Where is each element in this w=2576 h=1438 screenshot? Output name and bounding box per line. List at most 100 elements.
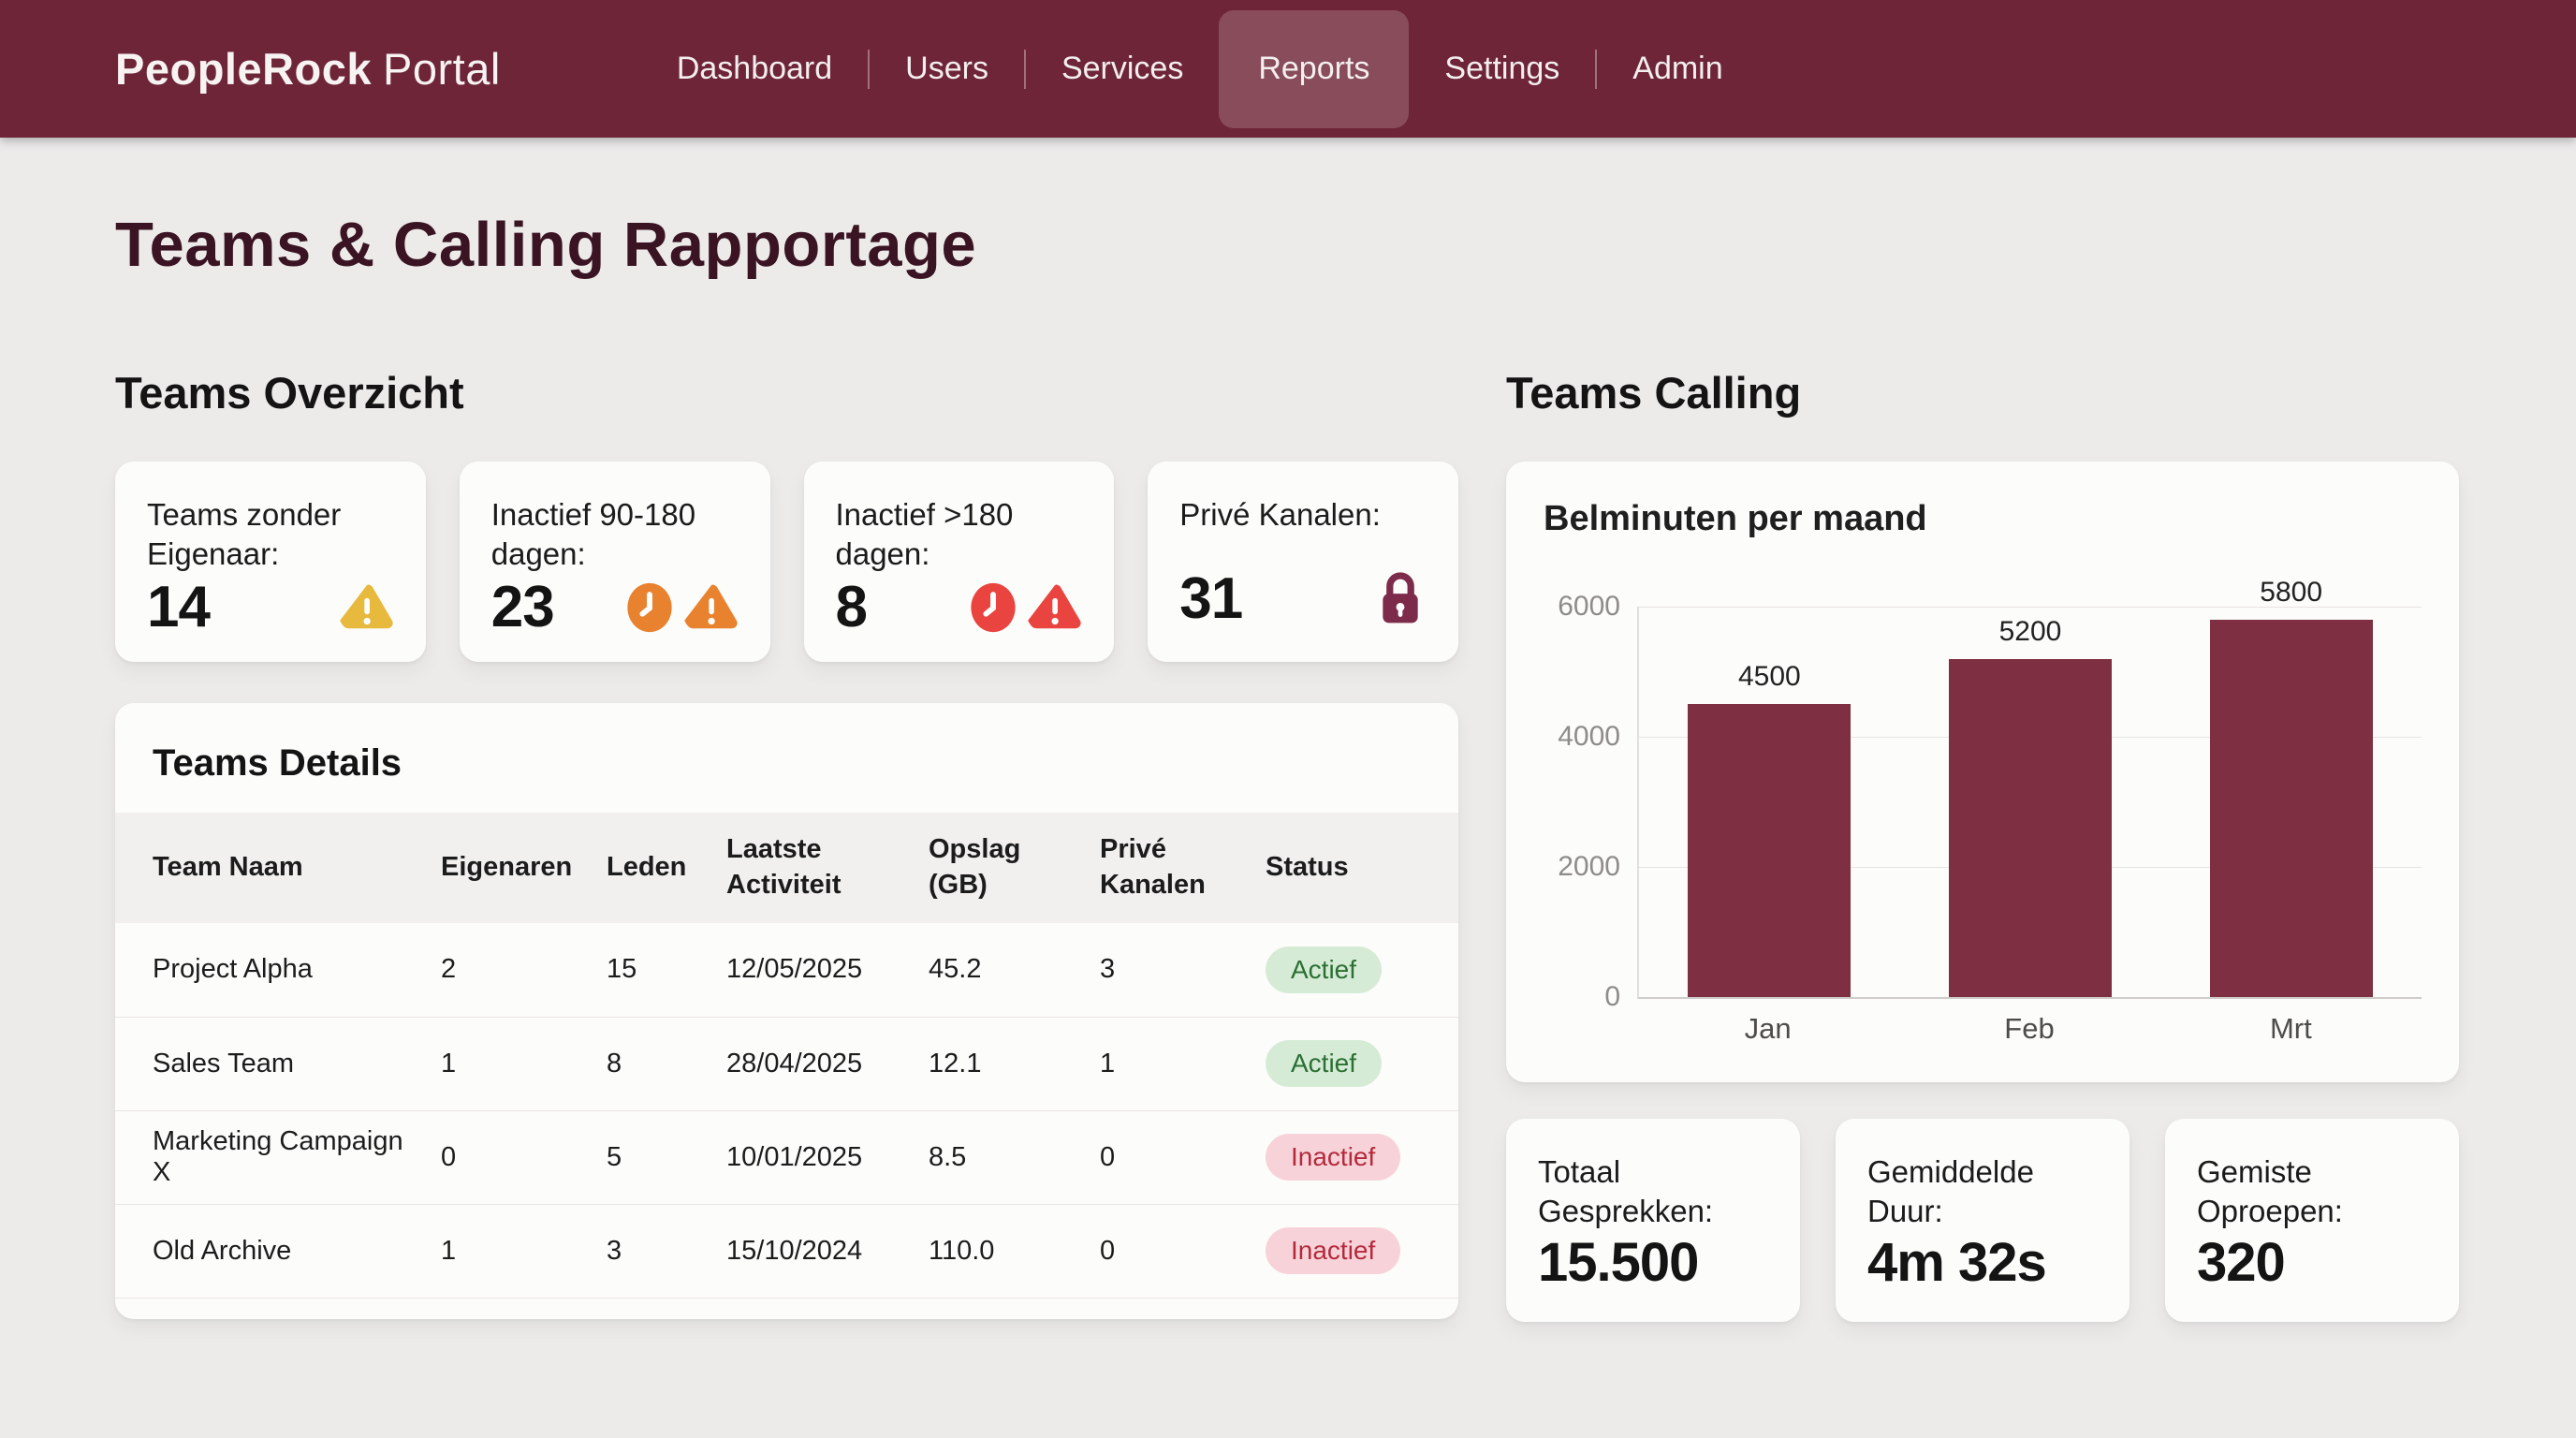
teams-calling-section: Teams Calling Belminuten per maand 6000 … <box>1506 367 2459 1322</box>
teams-details-card: Teams Details Team Naam Eigenaren Leden … <box>115 703 1458 1319</box>
cell-eigenaren: 1 <box>441 1016 607 1110</box>
column-header-prive-kanalen: Privé Kanalen <box>1100 813 1266 923</box>
status-badge: Inactief <box>1266 1227 1401 1274</box>
summary-value: 15.500 <box>1538 1232 1699 1294</box>
warning-triangle-icon <box>683 582 739 633</box>
y-axis-tick: 6000 <box>1558 591 1620 622</box>
nav-item-admin[interactable]: Admin <box>1632 51 1723 86</box>
cell-prive-kanalen: 0 <box>1100 1203 1266 1298</box>
stat-label: Teams zonder Eigenaar: <box>147 497 342 572</box>
x-axis-labels: Jan Feb Mrt <box>1637 999 2422 1046</box>
teams-overview-section: Teams Overzicht Teams zonder Eigenaar: 1… <box>115 367 1458 1319</box>
cell-leden: 8 <box>607 1016 726 1110</box>
cell-opslag-gb: 12.1 <box>929 1016 1100 1110</box>
status-badge: Inactief <box>1266 1134 1401 1181</box>
cell-team-naam: Project Alpha <box>153 954 313 985</box>
stat-card-teams-zonder-eigenaar: Teams zonder Eigenaar: 14 <box>115 462 426 662</box>
cell-leden: 5 <box>607 1109 726 1204</box>
stat-card-inactief-180: Inactief >180 dagen: 8 <box>803 462 1115 662</box>
stat-value: 8 <box>835 575 868 640</box>
belminuten-chart-card: Belminuten per maand 6000 4000 2000 0 45… <box>1506 462 2459 1082</box>
cell-eigenaren: 2 <box>441 954 457 985</box>
cell-laatste-activiteit: 12/05/2025 <box>726 954 863 985</box>
bar-value-label: 5200 <box>1998 615 2062 647</box>
summary-card-totaal-gesprekken: Totaal Gesprekken: 15.500 <box>1506 1119 1800 1322</box>
brand-name: PeopleRock <box>115 44 373 94</box>
status-badge: Actief <box>1266 946 1383 993</box>
column-header-eigenaren: Eigenaren <box>441 813 607 923</box>
bar-mrt: 5800 <box>2209 577 2373 997</box>
teams-details-table: Team Naam Eigenaren Leden Laatste Activi… <box>115 813 1458 1319</box>
table-row: Project Alpha 2 15 12/05/2025 45.2 3 Act… <box>115 923 1458 1017</box>
cell-leden: 3 <box>607 1203 726 1298</box>
nav-item-users[interactable]: Users <box>905 51 988 86</box>
x-axis-label-feb: Feb <box>2004 1012 2055 1045</box>
warning-triangle-icon <box>1028 582 1082 633</box>
cell-eigenaren: 1 <box>441 1203 607 1298</box>
nav-item-settings[interactable]: Settings <box>1444 51 1560 86</box>
bar-value-label: 5800 <box>2260 576 2323 608</box>
teams-details-title: Teams Details <box>153 742 402 784</box>
column-header-status: Status <box>1266 813 1458 923</box>
cell-eigenaren: 0 <box>441 1109 607 1204</box>
summary-value: 4m 32s <box>1867 1232 2047 1294</box>
clock-icon <box>968 580 1018 636</box>
cell-team-naam: Marketing Campaign X <box>115 1109 441 1204</box>
main-nav: Dashboard Users Services Reports Setting… <box>641 0 1759 138</box>
bar-jan: 4500 <box>1688 661 1852 997</box>
cell-leden: 15 <box>607 954 637 985</box>
overview-stat-cards: Teams zonder Eigenaar: 14 Inactief 90-18… <box>115 462 1458 662</box>
summary-label: Totaal Gesprekken: <box>1538 1154 1714 1229</box>
bar-value-label: 4500 <box>1737 661 1801 693</box>
stat-label: Privé Kanalen: <box>1179 497 1381 532</box>
cell-laatste-activiteit: 10/01/2025 <box>726 1109 929 1204</box>
table-row: Sales Team 1 8 28/04/2025 12.1 1 Actief <box>115 1016 1458 1110</box>
status-badge: Actief <box>1266 1040 1383 1087</box>
column-header-leden: Leden <box>607 813 726 923</box>
summary-label: Gemiste Oproepen: <box>2197 1154 2343 1229</box>
warning-triangle-icon <box>339 582 394 633</box>
y-axis-tick: 0 <box>1604 981 1620 1012</box>
summary-label: Gemiddelde Duur: <box>1867 1154 2034 1229</box>
gridline <box>1639 607 2422 608</box>
lock-icon <box>1374 569 1427 629</box>
nav-item-services[interactable]: Services <box>1061 51 1184 86</box>
stat-value: 31 <box>1179 566 1243 631</box>
bar-chart-plot: 6000 4000 2000 0 4500 5200 5800 <box>1558 577 2422 1012</box>
cell-prive-kanalen: 0 <box>1100 1109 1266 1204</box>
column-header-team-naam: Team Naam <box>115 813 441 923</box>
y-axis-tick: 4000 <box>1558 720 1620 752</box>
cell-opslag-gb: 45.2 <box>929 954 982 985</box>
column-header-laatste-activiteit: Laatste Activiteit <box>726 813 929 923</box>
summary-value: 320 <box>2197 1232 2286 1294</box>
x-axis-label-jan: Jan <box>1744 1012 1792 1045</box>
brand-suffix: Portal <box>383 44 501 94</box>
table-footer-spacer <box>115 1297 1458 1319</box>
clock-icon <box>624 580 675 636</box>
chart-title: Belminuten per maand <box>1544 499 1927 538</box>
main-content: Teams & Calling Rapportage Teams Overzic… <box>0 209 2576 1322</box>
x-axis-label-mrt: Mrt <box>2269 1012 2312 1045</box>
column-header-opslag-gb: Opslag (GB) <box>929 813 1100 923</box>
nav-separator <box>1595 49 1598 89</box>
cell-prive-kanalen: 3 <box>1100 954 1116 985</box>
cell-team-naam: Sales Team <box>115 1016 441 1110</box>
nav-separator <box>1023 49 1026 89</box>
nav-item-dashboard[interactable]: Dashboard <box>676 51 833 86</box>
bar-feb: 5200 <box>1949 616 2112 997</box>
stat-label: Inactief >180 dagen: <box>835 497 1014 572</box>
summary-card-gemiddelde-duur: Gemiddelde Duur: 4m 32s <box>1836 1119 2130 1322</box>
cell-team-naam: Old Archive <box>115 1203 441 1298</box>
stat-label: Inactief 90-180 dagen: <box>490 497 696 572</box>
cell-prive-kanalen: 1 <box>1100 1016 1266 1110</box>
nav-item-reports[interactable]: Reports <box>1219 9 1410 128</box>
stat-card-inactief-90-180: Inactief 90-180 dagen: 23 <box>459 462 770 662</box>
top-nav: PeopleRock Portal Dashboard Users Service… <box>0 0 2576 138</box>
y-axis-tick: 2000 <box>1558 851 1620 882</box>
cell-opslag-gb: 110.0 <box>929 1203 1100 1298</box>
table-row: Old Archive 1 3 15/10/2024 110.0 0 Inact… <box>115 1203 1458 1298</box>
table-row: Marketing Campaign X 0 5 10/01/2025 8.5 … <box>115 1109 1458 1204</box>
page-title: Teams & Calling Rapportage <box>115 210 977 280</box>
stat-card-prive-kanalen: Privé Kanalen: 31 <box>1148 462 1458 662</box>
table-header-row: Team Naam Eigenaren Leden Laatste Activi… <box>115 813 1458 923</box>
